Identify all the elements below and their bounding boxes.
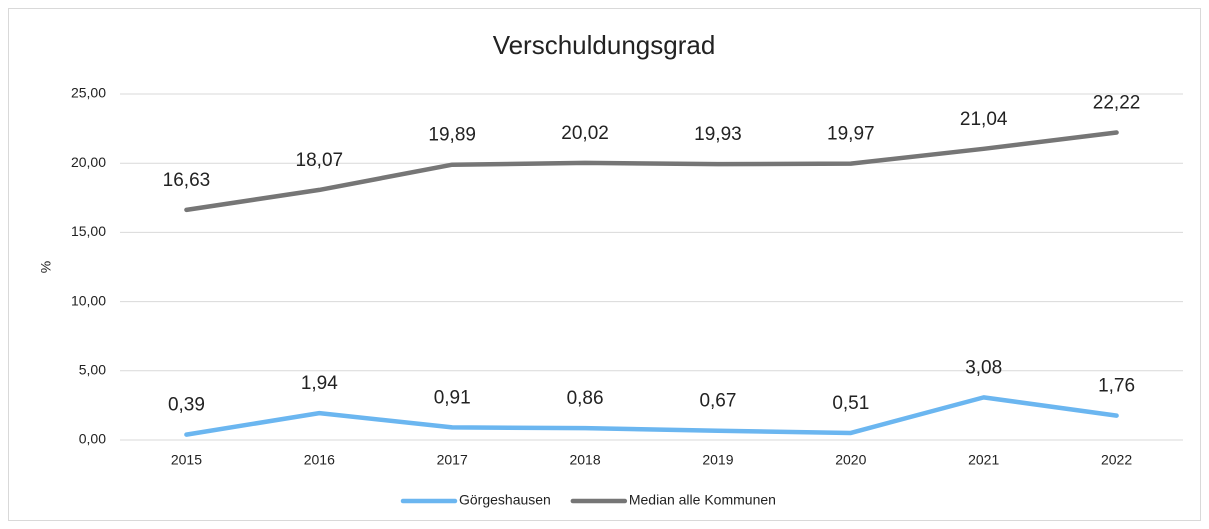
x-tick-label: 2022 xyxy=(1101,452,1132,468)
data-label: 1,76 xyxy=(1098,376,1135,397)
data-label: 16,63 xyxy=(163,170,211,191)
y-tick-label: 25,00 xyxy=(71,85,106,101)
data-label: 19,89 xyxy=(428,125,476,146)
y-tick-label: 5,00 xyxy=(79,362,106,378)
x-tick-label: 2021 xyxy=(968,452,999,468)
data-label: 0,51 xyxy=(832,393,869,414)
chart-border xyxy=(8,8,1201,521)
data-label: 20,02 xyxy=(561,123,609,144)
series-line xyxy=(184,130,1119,213)
y-tick-label: 20,00 xyxy=(71,154,106,170)
x-tick-label: 2020 xyxy=(835,452,866,468)
legend-label: Görgeshausen xyxy=(459,492,551,508)
x-tick-label: 2016 xyxy=(304,452,335,468)
x-tick-label: 2019 xyxy=(702,452,733,468)
data-label: 0,67 xyxy=(699,391,736,412)
data-label: 19,97 xyxy=(827,124,875,145)
data-label: 0,91 xyxy=(434,387,471,408)
data-label: 0,39 xyxy=(168,395,205,416)
legend-label: Median alle Kommunen xyxy=(629,492,776,508)
series-line xyxy=(184,395,1119,437)
data-label: 19,93 xyxy=(694,124,742,145)
y-tick-label: 0,00 xyxy=(79,431,106,447)
data-label: 22,22 xyxy=(1093,92,1141,113)
x-tick-label: 2018 xyxy=(569,452,600,468)
data-label: 18,07 xyxy=(296,150,344,171)
y-tick-label: 15,00 xyxy=(71,223,106,239)
data-label: 21,04 xyxy=(960,109,1008,130)
data-label: 1,94 xyxy=(301,373,338,394)
data-label: 3,08 xyxy=(965,357,1002,378)
y-tick-label: 10,00 xyxy=(71,292,106,308)
y-axis-label: % xyxy=(38,261,54,273)
chart-title: Verschuldungsgrad xyxy=(493,30,716,60)
data-label: 0,86 xyxy=(567,388,604,409)
x-tick-label: 2017 xyxy=(437,452,468,468)
x-tick-label: 2015 xyxy=(171,452,202,468)
